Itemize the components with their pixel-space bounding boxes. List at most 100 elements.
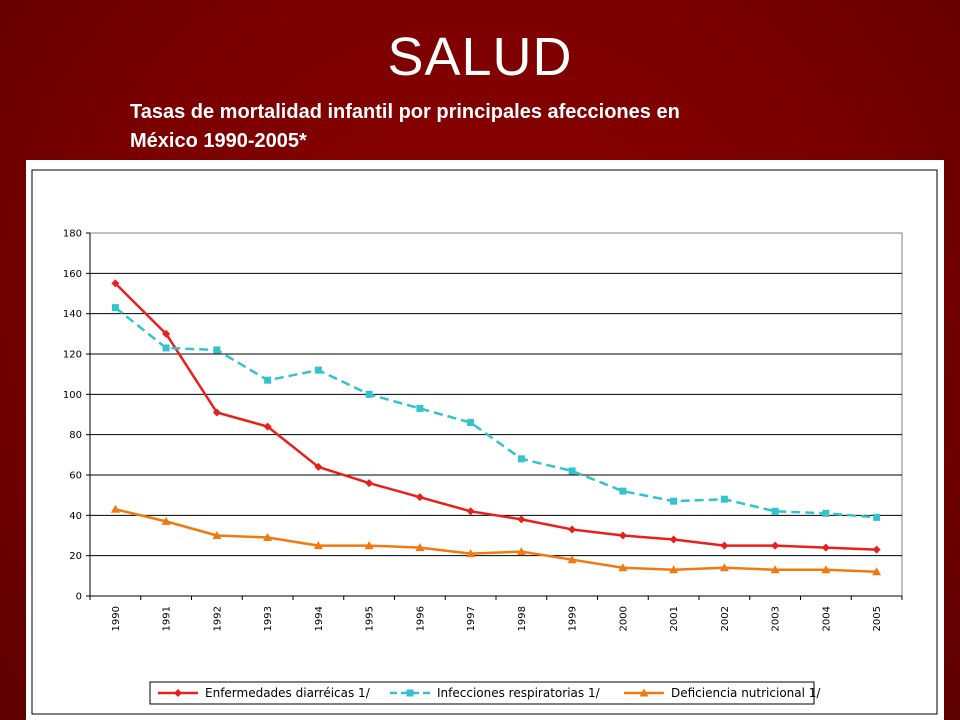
data-point (467, 419, 475, 427)
legend: Enfermedades diarréicas 1/Infecciones re… (149, 681, 821, 705)
data-point (174, 689, 182, 697)
plot-area (89, 232, 903, 597)
data-point (263, 422, 272, 431)
series-2 (111, 304, 881, 521)
axes: 0 20 40 60 80 100 120 140 160 180 1990 1991 1992 1993… (63, 229, 903, 631)
data-point (619, 487, 627, 495)
data-point (110, 504, 120, 513)
data-point (770, 565, 780, 574)
y-tick-label: 20 (69, 551, 82, 562)
x-tick-label: 2005 (872, 606, 883, 631)
data-point (669, 565, 679, 574)
series-line (114, 306, 877, 519)
data-point (821, 543, 830, 552)
data-point (618, 531, 627, 540)
data-point (670, 497, 678, 505)
data-point (720, 541, 729, 550)
data-point (263, 533, 273, 542)
x-tick-label: 1991 (162, 606, 173, 631)
grid-lines (90, 272, 902, 557)
x-tick-label: 1992 (212, 606, 223, 631)
data-point (771, 507, 779, 515)
data-point (365, 479, 374, 488)
x-tick-label: 2004 (821, 606, 832, 631)
data-point (365, 390, 373, 398)
legend-box (149, 681, 815, 705)
data-point (567, 555, 577, 564)
data-point (568, 467, 576, 475)
x-tick-label: 2001 (669, 606, 680, 631)
legend-label: Deficiencia nutricional 1/ (671, 686, 821, 700)
data-point (313, 541, 323, 550)
x-tick-label: 2002 (720, 606, 731, 631)
x-tick-label: 2000 (618, 606, 629, 631)
x-tick-label: 1990 (111, 606, 122, 631)
data-point (111, 279, 120, 288)
y-tick-label: 120 (63, 350, 82, 361)
data-point (719, 563, 729, 572)
x-tick-label: 1997 (466, 606, 477, 631)
data-point (466, 507, 475, 516)
line-chart: 0 20 40 60 80 100 120 140 160 180 1990 1991 1992 1993… (31, 169, 938, 715)
data-point (364, 541, 374, 550)
y-tick-label: 80 (69, 430, 82, 441)
data-point (314, 462, 323, 471)
subtitle-line-2: México 1990-2005* (130, 130, 307, 152)
data-point (872, 567, 882, 576)
data-point (568, 525, 577, 534)
data-point (771, 541, 780, 550)
data-point (162, 344, 170, 352)
subtitle-line-1: Tasas de mortalidad infantil por princip… (130, 101, 680, 123)
series-1 (111, 279, 881, 554)
data-point (720, 495, 728, 503)
chart-panel: 0 20 40 60 80 100 120 140 160 180 1990 1991 1992 1993… (26, 160, 944, 720)
data-point (264, 376, 272, 384)
data-point (466, 549, 476, 558)
legend-item: Deficiencia nutricional 1/ (624, 686, 821, 700)
data-point (406, 689, 414, 697)
series-3 (110, 504, 882, 576)
legend-label: Enfermedades diarréicas 1/ (205, 686, 371, 700)
x-tick-label: 2003 (771, 606, 782, 631)
data-point (873, 513, 881, 521)
series-line (115, 508, 877, 574)
data-point (416, 404, 424, 412)
data-point (314, 366, 322, 374)
y-tick-label: 60 (69, 471, 82, 482)
data-point (669, 535, 678, 544)
x-tick-label: 1996 (415, 606, 426, 631)
x-tick-label: 1993 (263, 606, 274, 631)
series-group (110, 279, 882, 576)
x-tick-label: 1995 (365, 606, 376, 631)
data-point (517, 455, 525, 463)
y-tick-label: 180 (63, 229, 82, 240)
data-point (872, 545, 881, 554)
y-tick-label: 100 (63, 390, 82, 401)
data-point (517, 515, 526, 524)
data-point (821, 565, 831, 574)
x-tick-label: 1998 (517, 606, 528, 631)
y-tick-label: 140 (63, 309, 82, 320)
data-point (161, 516, 171, 525)
data-point (212, 408, 221, 417)
data-point (415, 543, 425, 552)
data-point (822, 509, 830, 517)
data-point (111, 304, 119, 312)
data-point (415, 493, 424, 502)
slide-subtitle: Tasas de mortalidad infantil por princip… (130, 98, 830, 156)
y-tick-label: 160 (63, 269, 82, 280)
legend-item: Infecciones respiratorias 1/ (390, 686, 601, 700)
x-tick-label: 1994 (314, 606, 325, 631)
series-line (114, 282, 877, 551)
data-point (212, 531, 222, 539)
y-tick-label: 40 (69, 511, 82, 522)
data-point (618, 563, 628, 572)
data-point (516, 547, 526, 556)
data-point (639, 688, 649, 697)
legend-label: Infecciones respiratorias 1/ (437, 686, 601, 700)
data-point (162, 329, 171, 338)
x-tick-label: 1999 (568, 606, 579, 631)
legend-item: Enfermedades diarréicas 1/ (158, 686, 371, 700)
y-tick-label: 0 (76, 592, 82, 603)
data-point (213, 346, 221, 354)
